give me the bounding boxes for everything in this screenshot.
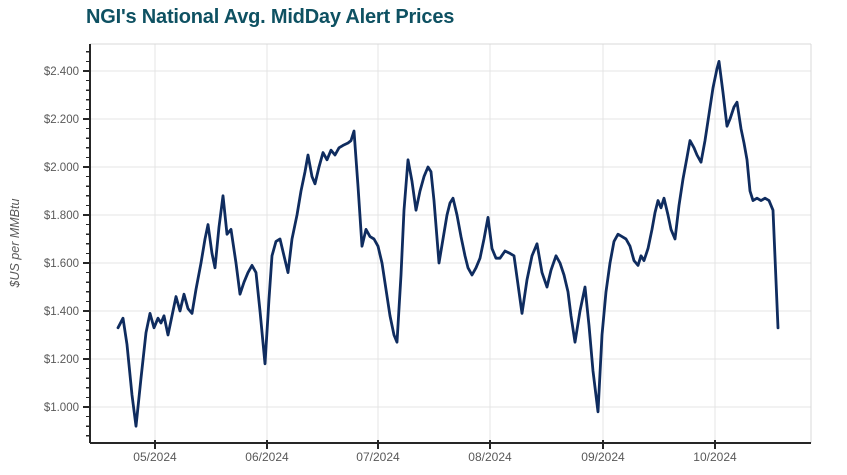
x-tick-label: 06/2024 bbox=[245, 450, 289, 464]
y-tick-label: $1.000 bbox=[44, 402, 79, 414]
x-tick-label: 05/2024 bbox=[133, 450, 177, 464]
y-tick-label: $1.600 bbox=[44, 258, 79, 270]
y-tick-label: $1.200 bbox=[44, 354, 79, 366]
x-tick-label: 09/2024 bbox=[581, 450, 625, 464]
y-tick-label: $2.000 bbox=[44, 162, 79, 174]
x-tick-label: 07/2024 bbox=[356, 450, 400, 464]
y-tick-label: $2.200 bbox=[44, 114, 79, 126]
y-tick-label: $2.400 bbox=[44, 66, 79, 78]
chart-title: NGI's National Avg. MidDay Alert Prices bbox=[86, 6, 455, 28]
price-line bbox=[116, 60, 780, 428]
y-tick-label: $1.800 bbox=[44, 210, 79, 222]
x-tick-label: 10/2024 bbox=[693, 450, 737, 464]
y-tick-label: $1.400 bbox=[44, 306, 79, 318]
x-tick-label: 08/2024 bbox=[468, 450, 512, 464]
